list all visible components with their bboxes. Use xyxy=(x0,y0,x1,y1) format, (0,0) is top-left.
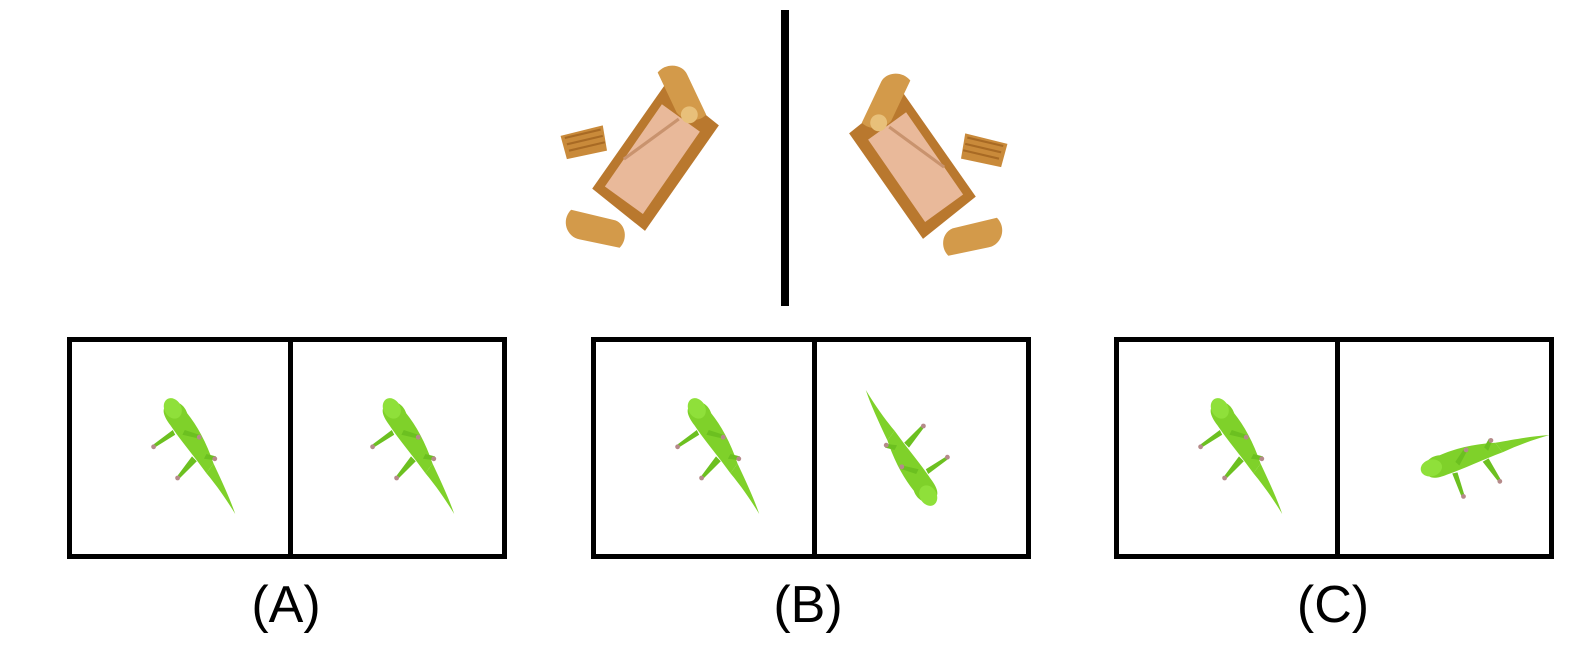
option-b-label: (B) xyxy=(773,576,843,634)
option-a-right xyxy=(293,342,508,554)
gecko-icon xyxy=(1198,394,1283,514)
sofa-mirrored xyxy=(847,72,1008,258)
option-c-left xyxy=(1119,342,1334,554)
option-a-label: (A) xyxy=(251,576,321,634)
option-b-box[interactable] xyxy=(591,337,1031,559)
option-b-left xyxy=(596,342,811,554)
option-c-label: (C) xyxy=(1296,576,1370,634)
gecko-icon xyxy=(151,394,236,514)
option-a-divider xyxy=(288,342,293,554)
gecko-icon xyxy=(675,394,760,514)
gecko-icon xyxy=(865,390,950,510)
mirror-divider xyxy=(781,10,789,306)
option-b-right xyxy=(817,342,1032,554)
option-c-divider xyxy=(1335,342,1340,554)
option-c-right xyxy=(1340,342,1555,554)
option-c-box[interactable] xyxy=(1114,337,1554,559)
gecko-icon xyxy=(1412,404,1550,517)
option-a-box[interactable] xyxy=(67,337,507,559)
option-b-divider xyxy=(812,342,817,554)
gecko-icon xyxy=(370,394,455,514)
option-a-left xyxy=(72,342,287,554)
sofa-original xyxy=(560,64,721,250)
